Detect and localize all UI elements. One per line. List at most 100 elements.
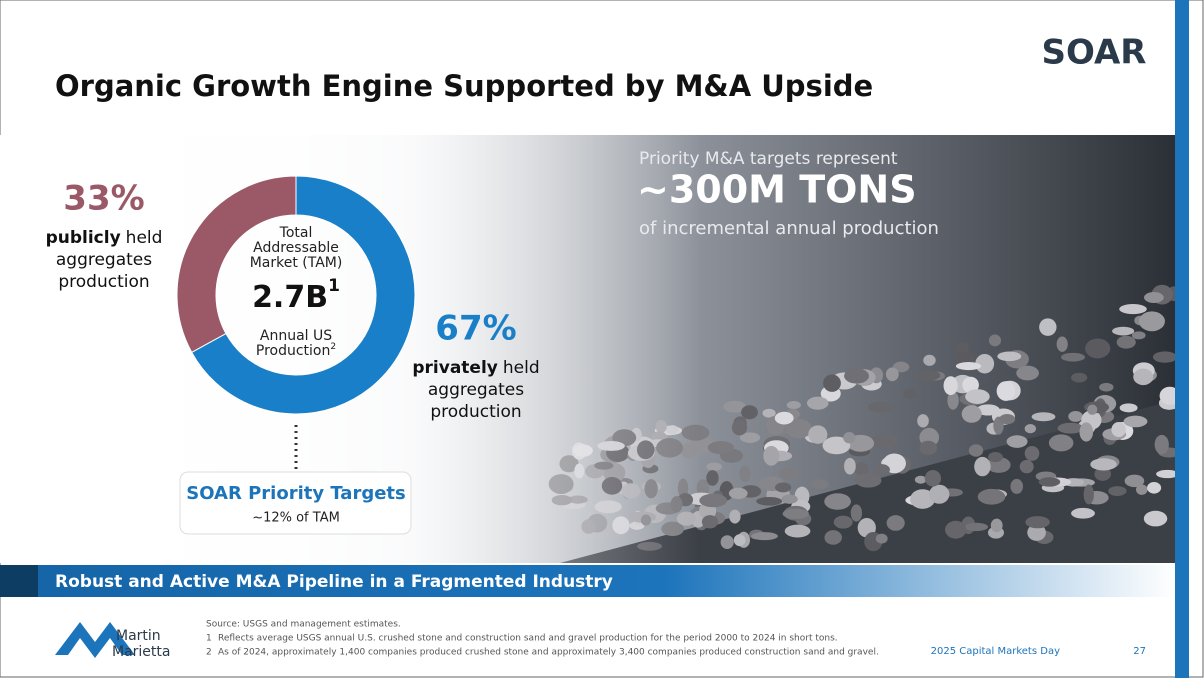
rock: [720, 535, 734, 549]
segment-label: privately held: [412, 358, 539, 378]
rock: [1116, 335, 1136, 349]
donut-segment: [191, 175, 416, 415]
banner: Robust and Active M&A Pipeline in a Frag…: [55, 572, 613, 592]
rock: [1027, 524, 1046, 541]
rock: [806, 396, 829, 410]
footnote: As of 2024, approximately 1,400 companie…: [218, 648, 879, 658]
rock: [843, 432, 856, 444]
event: 2025 Capital Markets Day: [931, 646, 1060, 657]
rock: [824, 530, 842, 545]
center-value-sup: 1: [328, 276, 340, 296]
rock: [1144, 291, 1164, 303]
rock: [910, 489, 936, 509]
rock: [729, 509, 741, 524]
rock: [728, 487, 748, 500]
callout-title: SOAR Priority Targets: [186, 483, 406, 504]
rock: [1068, 410, 1084, 422]
rock: [1048, 434, 1074, 452]
banner-tab: [0, 565, 38, 597]
rock: [739, 432, 761, 443]
rock: [786, 401, 801, 410]
rock: [1010, 478, 1024, 494]
rock: [997, 351, 1022, 362]
rock: [1006, 435, 1028, 448]
rock: [1108, 486, 1127, 496]
rock: [822, 436, 851, 455]
rock: [844, 368, 869, 384]
highlight-value: ~300M TONS: [637, 168, 917, 212]
segment-label: aggregates: [56, 250, 152, 270]
rock: [1057, 422, 1084, 434]
rock: [999, 413, 1016, 425]
rock: [945, 520, 967, 539]
rock: [871, 433, 898, 450]
rock: [1154, 434, 1169, 455]
rock: [699, 493, 728, 508]
rock: [781, 494, 798, 504]
callout-text: ~12% of TAM: [252, 511, 340, 526]
value-label: 33%: [63, 179, 144, 219]
rock: [1152, 351, 1178, 363]
side-bar: [1175, 0, 1189, 678]
rock: [706, 462, 723, 471]
label-emphasis: privately: [412, 358, 498, 378]
rock: [867, 401, 894, 413]
rock: [701, 515, 719, 529]
rock: [996, 381, 1016, 401]
rock: [1060, 352, 1085, 362]
rock: [914, 475, 927, 484]
rock: [964, 522, 989, 532]
highlight-intro: Priority M&A targets represent: [639, 149, 898, 169]
rock: [784, 524, 811, 538]
rock: [785, 418, 813, 439]
rock: [1124, 474, 1145, 488]
rock: [808, 425, 828, 444]
rock: [885, 367, 899, 382]
rock: [1039, 318, 1057, 336]
rock: [775, 482, 792, 493]
company-name: Marietta: [112, 644, 170, 660]
rock: [1133, 368, 1154, 386]
rock: [975, 354, 995, 374]
banner-bg: [38, 565, 1175, 597]
rock: [924, 469, 942, 487]
rock: [1024, 423, 1037, 434]
rock: [850, 504, 863, 522]
rock: [947, 391, 959, 410]
rock: [782, 508, 809, 519]
rock: [1111, 422, 1126, 438]
rock: [854, 462, 869, 476]
rock: [917, 414, 929, 428]
footnote-number: 1: [206, 634, 212, 644]
rock: [1056, 336, 1068, 352]
rock: [923, 354, 936, 366]
rock: [903, 389, 917, 399]
rock: [929, 484, 950, 504]
rock: [988, 334, 1002, 347]
rock: [943, 376, 958, 396]
rock: [855, 473, 882, 488]
rock: [763, 445, 780, 466]
center-text: Total: [279, 225, 313, 241]
rock: [1131, 331, 1146, 340]
rock: [1019, 459, 1034, 474]
company-name: Martin: [116, 628, 161, 644]
segment-label: aggregates: [428, 380, 524, 400]
rock: [1031, 412, 1056, 422]
rock: [961, 405, 982, 423]
center-text-sup: 2: [330, 342, 336, 352]
rock: [974, 456, 991, 477]
footnote-source: Source: USGS and management estimates.: [206, 620, 401, 630]
rock: [1090, 458, 1117, 471]
rock: [741, 405, 758, 420]
rock: [733, 534, 746, 547]
rock: [823, 374, 841, 392]
value-label: 67%: [435, 309, 516, 349]
rock: [886, 515, 905, 531]
rock: [739, 465, 751, 482]
rock: [1024, 445, 1040, 461]
rock: [919, 440, 938, 455]
segment-label: production: [58, 272, 149, 292]
donut-segment: [176, 175, 297, 354]
company-logo: [55, 622, 135, 658]
